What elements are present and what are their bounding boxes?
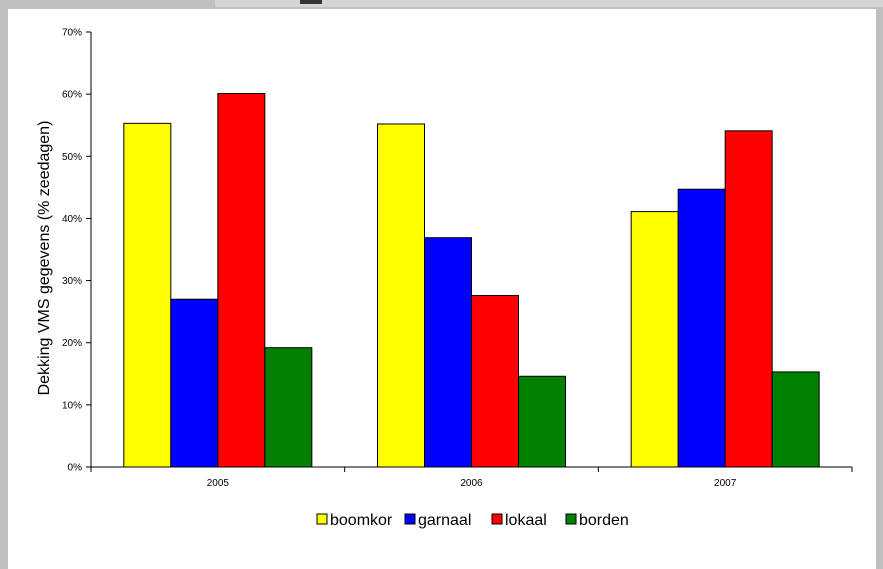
bar-borden-2005	[264, 347, 313, 468]
x-tick-label: 2007	[714, 478, 737, 489]
legend-swatch-boomkor	[316, 513, 328, 525]
y-tick-label: 10%	[62, 400, 82, 411]
legend-label-garnaal: garnaal	[418, 512, 471, 529]
bar-boomkor-2006	[377, 123, 425, 468]
y-tick-label: 0%	[68, 463, 83, 474]
plot-area: 0% 10% 20% 30% 40% 50% 60% 70% 2005 2006 2007	[62, 28, 853, 489]
bar-borden-2006	[518, 375, 566, 468]
bar-lokaal-2005	[217, 93, 266, 468]
legend-swatch-lokaal	[491, 513, 503, 525]
y-tick-label: 40%	[62, 214, 82, 225]
y-tick-label: 60%	[62, 90, 82, 101]
legend: boomkor garnaal lokaal borden	[316, 512, 629, 529]
bar-garnaal-2006	[424, 237, 472, 468]
legend-label-lokaal: lokaal	[505, 512, 547, 529]
bar-lokaal-2007	[724, 130, 773, 468]
legend-label-borden: borden	[579, 512, 629, 529]
y-tick-label: 30%	[62, 276, 82, 287]
x-tick-label: 2005	[207, 478, 230, 489]
bar-borden-2007	[771, 371, 820, 468]
legend-label-boomkor: boomkor	[330, 512, 393, 529]
top-strip-panel	[215, 0, 883, 7]
legend-swatch-garnaal	[404, 513, 416, 525]
x-tick-label: 2006	[460, 478, 483, 489]
y-tick-label: 70%	[62, 28, 82, 39]
cropped-heading-fragment	[300, 0, 322, 4]
bar-lokaal-2006	[471, 294, 519, 468]
bar-boomkor-2005	[123, 122, 172, 468]
bar-boomkor-2007	[630, 211, 679, 468]
legend-swatch-borden	[565, 513, 577, 525]
y-tick-label: 50%	[62, 152, 82, 163]
bar-garnaal-2007	[677, 188, 726, 468]
bar-garnaal-2005	[170, 298, 219, 468]
y-tick-label: 20%	[62, 338, 82, 349]
y-axis-title: Dekking VMS gegevens (% zeedagen)	[36, 121, 53, 396]
